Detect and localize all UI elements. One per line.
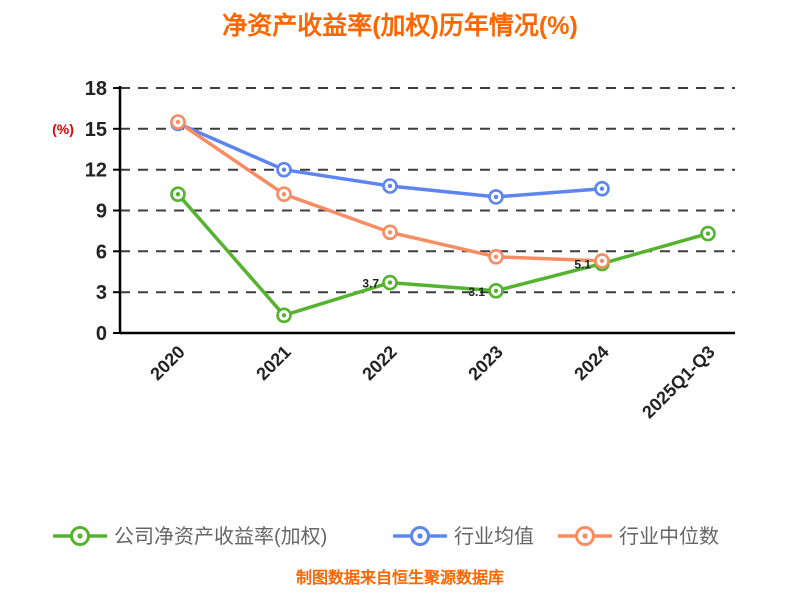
legend-item-industry-median[interactable]: 行业中位数	[558, 525, 719, 548]
legend: 公司净资产收益率(加权) 行业均值 行业中位数	[53, 525, 719, 548]
y-tick-label: 12	[85, 160, 107, 182]
legend-label: 公司净资产收益率(加权)	[114, 525, 327, 548]
y-tick-label: 0	[96, 323, 107, 345]
legend-marker-dot-icon	[417, 533, 423, 539]
legend-label: 行业中位数	[619, 525, 719, 548]
x-tick-label: 2025Q1-Q3	[638, 342, 719, 423]
series-line-company-roe-weighted	[176, 192, 710, 318]
data-point-dot-industry-median	[599, 258, 605, 264]
y-tick-label: 18	[85, 78, 107, 100]
data-point-dot-company-roe-weighted	[705, 231, 711, 236]
legend-marker-dot-icon	[582, 533, 588, 539]
data-point-dot-industry-median	[175, 119, 181, 125]
series-lines	[170, 114, 716, 324]
data-source-note: 制图数据来自恒生聚源数据库	[296, 568, 504, 587]
data-point-dot-industry-median	[281, 192, 287, 197]
x-tick-label: 2023	[464, 342, 506, 384]
gridlines	[120, 87, 735, 294]
legend-item-industry-mean[interactable]: 行业均值	[393, 525, 534, 548]
data-point-dot-company-roe-weighted	[281, 313, 287, 318]
x-tick-label: 2020	[146, 342, 188, 384]
y-axis-unit-label: (%)	[52, 121, 74, 137]
x-tick-label: 2024	[570, 342, 612, 384]
y-tick-label: 9	[96, 201, 107, 223]
data-point-dot-industry-median	[493, 254, 499, 259]
data-point-dot-company-roe-weighted	[387, 280, 393, 285]
y-tick-label: 3	[96, 282, 107, 304]
data-point-dot-industry-mean	[387, 183, 393, 189]
legend-marker-dot-icon	[77, 533, 83, 539]
chart-title: 净资产收益率(加权)历年情况(%)	[222, 11, 578, 40]
x-tick-label: 2022	[358, 342, 400, 384]
data-point-dot-industry-mean	[599, 186, 605, 191]
data-point-dot-industry-median	[387, 230, 393, 235]
x-tick-labels: 2020 2021 2022 2023 2024 2025Q1-Q3	[146, 342, 718, 423]
point-value-label: 3.1	[468, 285, 485, 299]
data-point-dot-company-roe-weighted	[175, 192, 181, 197]
legend-label: 行业均值	[454, 525, 534, 548]
y-tick-label: 6	[96, 241, 107, 263]
legend-item-company-roe-weighted[interactable]: 公司净资产收益率(加权)	[53, 525, 327, 548]
y-tick-labels: 0 3 6 9 12 15 18	[85, 78, 120, 345]
y-tick-label: 15	[85, 119, 107, 141]
point-value-label: 5.1	[574, 258, 591, 272]
point-labels: 3.7 3.1 5.1	[362, 258, 591, 299]
data-point-dot-industry-mean	[281, 167, 287, 172]
data-point-dot-company-roe-weighted	[493, 288, 499, 293]
point-value-label: 3.7	[362, 277, 379, 291]
data-point-dot-industry-mean	[493, 194, 499, 200]
x-tick-label: 2021	[252, 342, 294, 384]
